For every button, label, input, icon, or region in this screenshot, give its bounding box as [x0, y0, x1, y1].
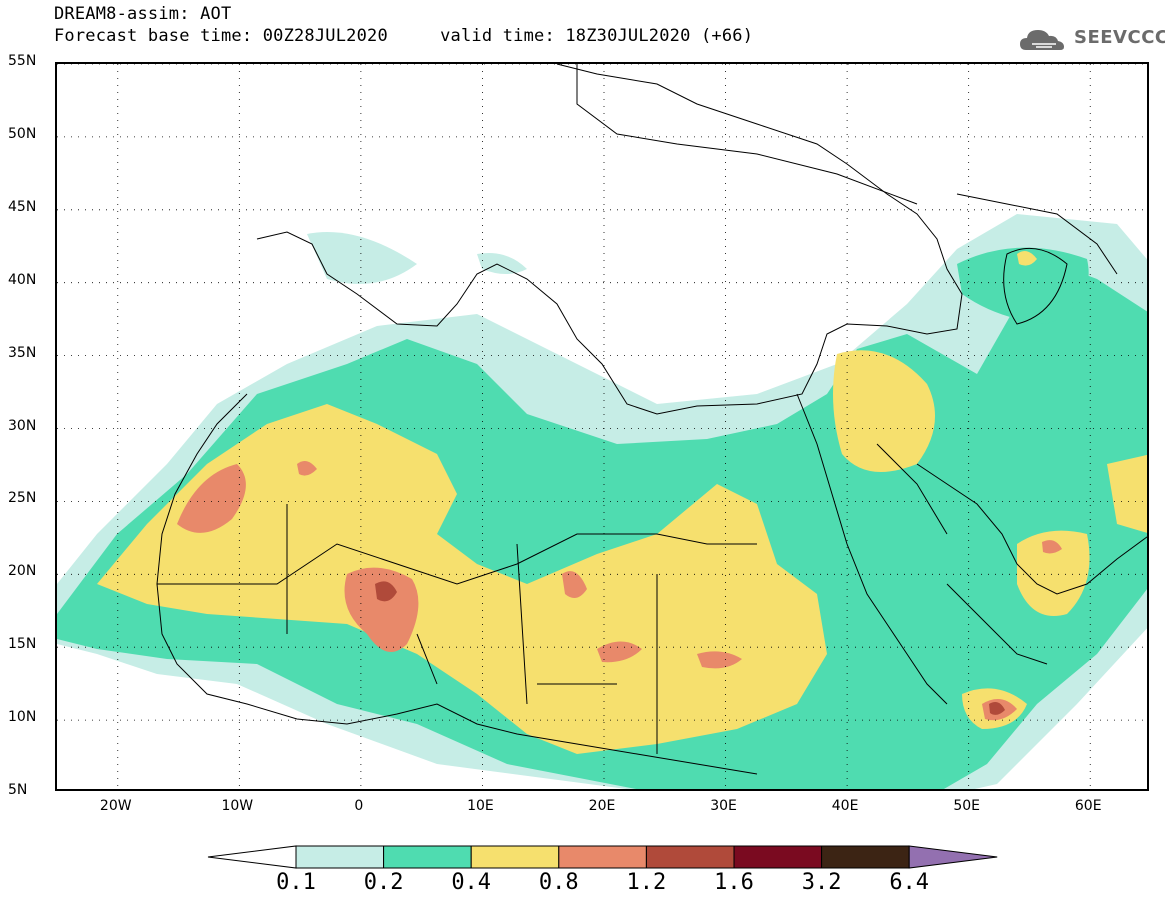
lat-label: 5N — [8, 782, 28, 798]
lat-label: 40N — [8, 271, 37, 288]
legend-colorbar — [207, 845, 998, 869]
colorbar-segment — [821, 845, 910, 869]
lat-label: 50N — [8, 125, 37, 142]
colorbar-label: 0.4 — [451, 870, 492, 895]
colorbar-segment — [295, 845, 385, 869]
lat-label: 35N — [8, 344, 37, 361]
colorbar-label: 1.2 — [626, 870, 667, 895]
graticule — [57, 64, 1147, 789]
aot-0.4-contour — [97, 250, 1147, 754]
colorbar-label: 0.2 — [363, 870, 404, 895]
colorbar-segment — [558, 845, 647, 869]
lon-label: 30E — [710, 798, 737, 814]
product-title: DREAM8-assim: AOT — [54, 4, 232, 24]
colorbar-label: 3.2 — [801, 870, 842, 895]
aot-field — [57, 64, 1147, 789]
lat-label: 20N — [8, 563, 37, 580]
lat-label: 15N — [8, 636, 37, 653]
lon-label: 10W — [221, 798, 254, 814]
colorbar-over-triangle — [908, 845, 998, 869]
cloud-icon — [1020, 30, 1064, 50]
lon-label: 40E — [831, 798, 859, 814]
lat-label: 10N — [8, 709, 37, 726]
lat-label: 55N — [8, 53, 37, 69]
lon-label: 10E — [467, 798, 494, 814]
lon-label: 20W — [99, 798, 132, 814]
colorbar-segment — [470, 845, 560, 869]
colorbar-label: 0.1 — [276, 870, 316, 895]
colorbar-segment — [645, 845, 735, 869]
base-time: Forecast base time: 00Z28JUL2020 — [54, 26, 388, 46]
colorbar-under-triangle — [207, 845, 297, 869]
coastlines — [156, 64, 1147, 775]
colorbar-segment — [383, 845, 472, 869]
colorbar-label: 1.6 — [714, 870, 754, 895]
colorbar-label: 6.4 — [889, 870, 930, 895]
map — [55, 62, 1149, 791]
lat-label: 30N — [8, 417, 37, 434]
lon-label: 0 — [354, 798, 364, 814]
valid-time: valid time: 18Z30JUL2020 (+66) — [440, 26, 754, 46]
lat-label: 45N — [8, 198, 37, 215]
logo-text: SEEVCCC — [1074, 27, 1165, 48]
time-info: Forecast base time: 00Z28JUL2020 valid t… — [54, 26, 753, 46]
lon-label: 20E — [588, 798, 616, 814]
aot-1.2-contour — [375, 581, 1005, 715]
lat-label: 25N — [8, 490, 37, 507]
colorbar-label: 0.8 — [538, 870, 579, 895]
lon-label: 60E — [1074, 798, 1102, 814]
lon-label: 50E — [953, 798, 980, 814]
colorbar-segment — [733, 845, 823, 869]
